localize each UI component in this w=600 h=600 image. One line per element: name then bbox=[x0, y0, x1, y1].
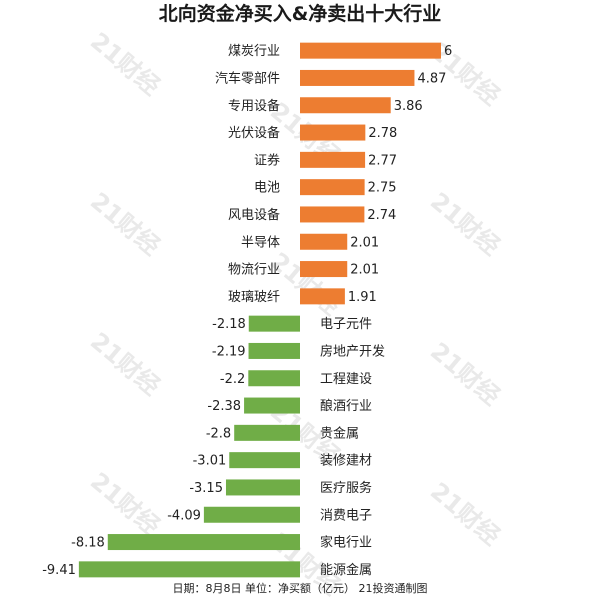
data-label: -2.18 bbox=[212, 317, 246, 332]
data-label: 2.01 bbox=[350, 235, 379, 250]
data-label: 2.77 bbox=[368, 153, 397, 168]
category-label: 专用设备 bbox=[228, 98, 280, 114]
bar-net-sell bbox=[248, 315, 300, 332]
bar-series: 煤炭行业 6 汽车零部件 4.87 专用设备 3.86 光伏设备 2.78 证券 2.77 电池 2.… bbox=[42, 42, 452, 578]
watermark-text: 21财经 bbox=[85, 187, 165, 261]
bar-net-sell bbox=[203, 506, 300, 523]
watermark-text: 21财经 bbox=[425, 337, 505, 411]
watermark-text: 21财经 bbox=[85, 327, 165, 401]
data-label: -2.8 bbox=[206, 426, 231, 441]
bar-net-sell bbox=[248, 370, 300, 387]
data-label: 3.86 bbox=[394, 99, 423, 114]
category-label: 贵金属 bbox=[320, 425, 359, 441]
category-label: 家电行业 bbox=[320, 535, 372, 551]
category-label: 半导体 bbox=[241, 235, 280, 250]
watermark-text: 21财经 bbox=[265, 247, 345, 321]
bar-net-buy bbox=[300, 42, 441, 59]
data-label: -3.15 bbox=[189, 481, 223, 496]
bar-net-buy bbox=[300, 179, 365, 196]
bar-net-buy bbox=[300, 124, 366, 141]
bar-net-buy bbox=[300, 151, 366, 168]
data-label: -3.01 bbox=[193, 454, 227, 469]
category-label: 工程建设 bbox=[320, 372, 372, 387]
category-label: 风电设备 bbox=[228, 207, 280, 223]
data-label: 6 bbox=[444, 44, 452, 59]
chart-title: 北向资金净买入&净卖出十大行业 bbox=[159, 2, 442, 25]
category-label: 酿酒行业 bbox=[320, 398, 372, 414]
watermark-text: 21财经 bbox=[85, 467, 165, 541]
data-label: -4.09 bbox=[167, 508, 201, 523]
category-label: 电池 bbox=[254, 181, 280, 196]
category-label: 光伏设备 bbox=[228, 125, 280, 141]
bar-net-sell bbox=[234, 424, 300, 441]
watermark-text: 21财经 bbox=[425, 187, 505, 261]
data-label: -2.19 bbox=[212, 344, 246, 359]
bar-net-sell bbox=[244, 397, 300, 414]
bar-net-sell bbox=[78, 561, 301, 578]
bar-net-buy bbox=[300, 233, 348, 250]
data-label: -2.2 bbox=[220, 372, 245, 387]
category-label: 玻璃玻纤 bbox=[228, 290, 280, 305]
watermark-text: 21财经 bbox=[85, 27, 165, 101]
bar-net-sell bbox=[107, 534, 301, 551]
category-label: 证券 bbox=[254, 152, 280, 168]
category-label: 煤炭行业 bbox=[228, 44, 280, 59]
bar-net-buy bbox=[300, 261, 348, 278]
data-label: 2.75 bbox=[368, 181, 397, 196]
category-label: 能源金属 bbox=[320, 562, 372, 578]
category-label: 汽车零部件 bbox=[215, 70, 280, 86]
bar-net-sell bbox=[248, 342, 300, 359]
watermark-text: 21财经 bbox=[425, 477, 505, 551]
data-label: 2.01 bbox=[350, 263, 379, 278]
bar-net-buy bbox=[300, 69, 415, 86]
category-label: 电子元件 bbox=[320, 317, 372, 332]
data-label: -8.18 bbox=[71, 536, 105, 551]
bar-net-buy bbox=[300, 206, 365, 223]
data-label: 4.87 bbox=[417, 71, 446, 86]
bar-net-sell bbox=[225, 479, 300, 496]
data-label: 2.74 bbox=[367, 208, 396, 223]
chart-footer: 日期：8月8日 单位：净买额（亿元） 21投资通制图 bbox=[173, 581, 428, 595]
data-label: 1.91 bbox=[348, 290, 377, 305]
data-label: -9.41 bbox=[42, 563, 76, 578]
data-label: -2.38 bbox=[207, 399, 241, 414]
category-label: 消费电子 bbox=[320, 508, 372, 523]
category-label: 房地产开发 bbox=[320, 343, 385, 359]
bar-net-sell bbox=[229, 452, 300, 469]
category-label: 物流行业 bbox=[228, 263, 280, 278]
category-label: 装修建材 bbox=[320, 454, 372, 469]
category-label: 医疗服务 bbox=[320, 480, 372, 496]
bar-net-buy bbox=[300, 97, 391, 114]
bar-net-buy bbox=[300, 288, 345, 305]
data-label: 2.78 bbox=[368, 126, 397, 141]
